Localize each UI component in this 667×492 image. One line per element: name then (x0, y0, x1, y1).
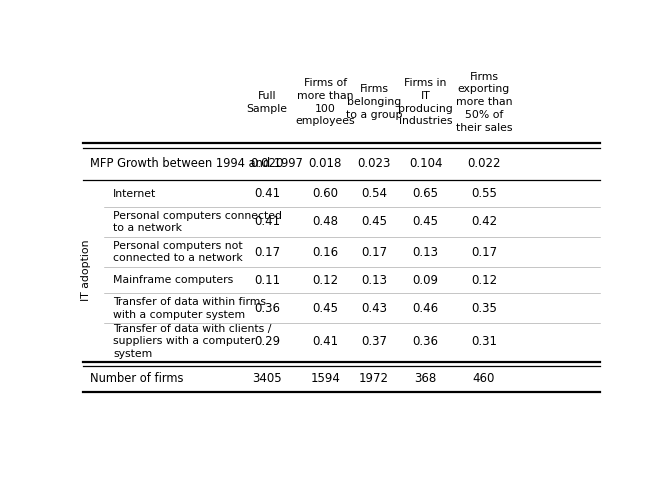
Text: Transfer of data with clients /
suppliers with a computer
system: Transfer of data with clients / supplier… (113, 324, 271, 359)
Text: Internet: Internet (113, 189, 157, 199)
Text: Firms of
more than
100
employees: Firms of more than 100 employees (295, 78, 355, 126)
Text: 0.60: 0.60 (312, 187, 338, 200)
Text: 368: 368 (414, 372, 437, 385)
Text: 0.17: 0.17 (471, 246, 497, 259)
Text: 0.41: 0.41 (312, 335, 338, 348)
Text: 0.48: 0.48 (312, 215, 338, 228)
Text: 0.42: 0.42 (471, 215, 497, 228)
Text: 0.46: 0.46 (412, 302, 439, 315)
Text: Mainframe computers: Mainframe computers (113, 276, 233, 285)
Text: 0.17: 0.17 (361, 246, 387, 259)
Text: 1594: 1594 (310, 372, 340, 385)
Text: 0.45: 0.45 (312, 302, 338, 315)
Text: Firms
exporting
more than
50% of
their sales: Firms exporting more than 50% of their s… (456, 72, 512, 133)
Text: Firms in
IT
producing
industries: Firms in IT producing industries (398, 78, 453, 126)
Text: 0.54: 0.54 (361, 187, 387, 200)
Text: 0.020: 0.020 (250, 156, 283, 170)
Text: 0.12: 0.12 (312, 274, 338, 287)
Text: Firms
belonging
to a group: Firms belonging to a group (346, 85, 402, 120)
Text: 0.43: 0.43 (361, 302, 387, 315)
Text: 0.17: 0.17 (254, 246, 280, 259)
Text: Full
Sample: Full Sample (246, 91, 287, 114)
Text: 0.13: 0.13 (413, 246, 439, 259)
Text: 0.55: 0.55 (471, 187, 497, 200)
Text: 0.023: 0.023 (358, 156, 391, 170)
Text: 0.36: 0.36 (254, 302, 280, 315)
Text: 0.36: 0.36 (413, 335, 439, 348)
Text: 0.11: 0.11 (254, 274, 280, 287)
Text: 0.65: 0.65 (413, 187, 439, 200)
Text: 0.13: 0.13 (361, 274, 387, 287)
Text: 0.018: 0.018 (309, 156, 342, 170)
Text: 1972: 1972 (359, 372, 389, 385)
Text: 0.45: 0.45 (361, 215, 387, 228)
Text: Transfer of data within firms
with a computer system: Transfer of data within firms with a com… (113, 297, 266, 319)
Text: 0.35: 0.35 (471, 302, 497, 315)
Text: Personal computers not
connected to a network: Personal computers not connected to a ne… (113, 241, 243, 263)
Text: 0.45: 0.45 (413, 215, 439, 228)
Text: 0.41: 0.41 (254, 187, 280, 200)
Text: 0.022: 0.022 (468, 156, 501, 170)
Text: 0.104: 0.104 (409, 156, 442, 170)
Text: 460: 460 (473, 372, 495, 385)
Text: 0.09: 0.09 (413, 274, 439, 287)
Text: 0.37: 0.37 (361, 335, 387, 348)
Text: 0.16: 0.16 (312, 246, 338, 259)
Text: Personal computers connected
to a network: Personal computers connected to a networ… (113, 211, 282, 233)
Text: 0.12: 0.12 (471, 274, 497, 287)
Text: 0.41: 0.41 (254, 215, 280, 228)
Text: Number of firms: Number of firms (89, 372, 183, 385)
Text: 0.29: 0.29 (254, 335, 280, 348)
Text: IT adoption: IT adoption (81, 240, 91, 302)
Text: MFP Growth between 1994 and 1997: MFP Growth between 1994 and 1997 (89, 156, 302, 170)
Text: 3405: 3405 (252, 372, 281, 385)
Text: 0.31: 0.31 (471, 335, 497, 348)
